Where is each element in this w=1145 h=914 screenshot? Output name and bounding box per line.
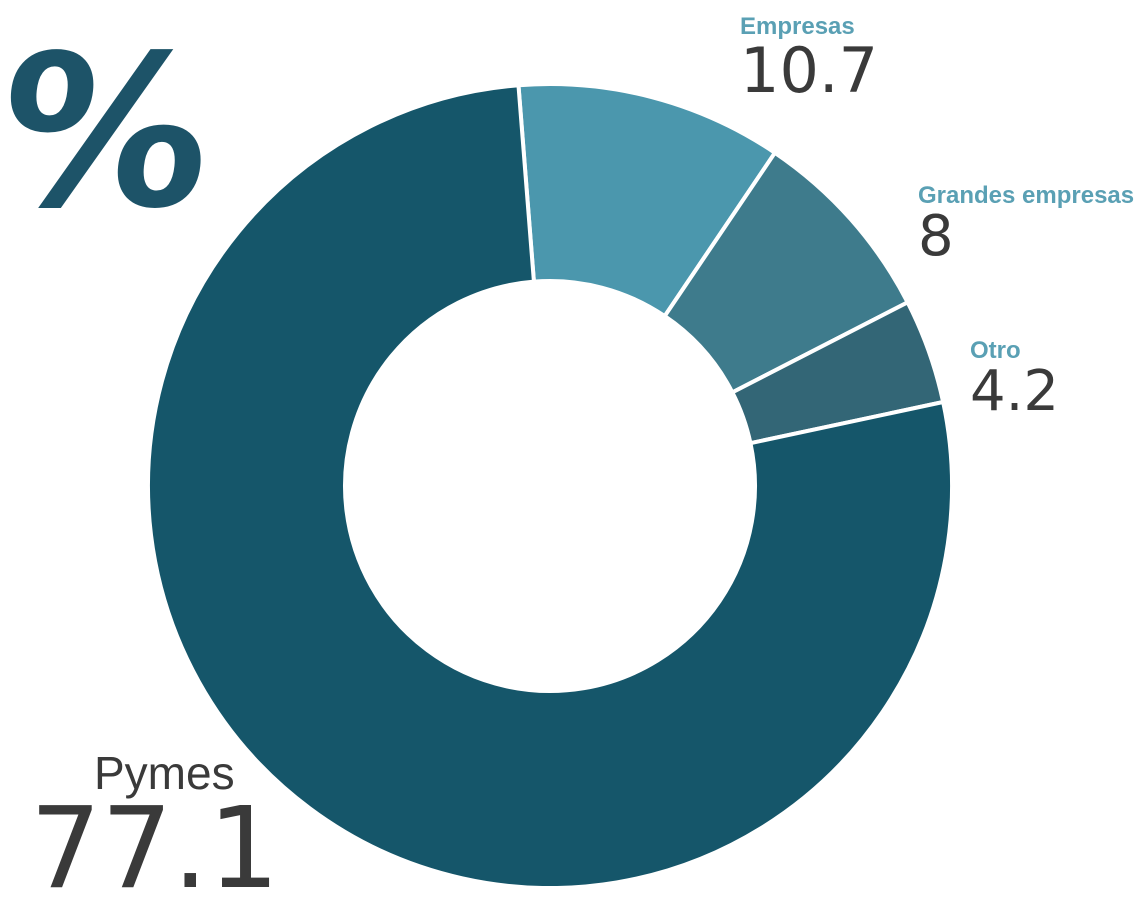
slice-category-label: Pymes — [94, 747, 235, 799]
slice-label-otro: Otro 4.2 — [970, 337, 1060, 425]
slice-value-label: 4.2 — [970, 359, 1060, 425]
slice-label-empresas: Empresas 10.7 — [740, 13, 879, 108]
slice-value-label: 8 — [918, 204, 954, 270]
slice-category-label: Otro — [970, 337, 1021, 364]
slice-value-label: 10.7 — [740, 34, 879, 108]
slice-category-label: Empresas — [740, 13, 855, 40]
donut-slice-empresas — [516, 82, 778, 319]
donut-chart — [146, 82, 954, 886]
slice-label-pymes: Pymes 77.1 — [30, 748, 279, 905]
donut-slice-pymes — [146, 83, 954, 886]
slice-label-grandes-empresas: Grandes empresas 8 — [918, 182, 1135, 270]
percent-unit-symbol: % — [0, 10, 220, 255]
slice-value-label: 77.1 — [30, 783, 280, 914]
slice-category-label: Grandes empresas — [918, 182, 1135, 209]
